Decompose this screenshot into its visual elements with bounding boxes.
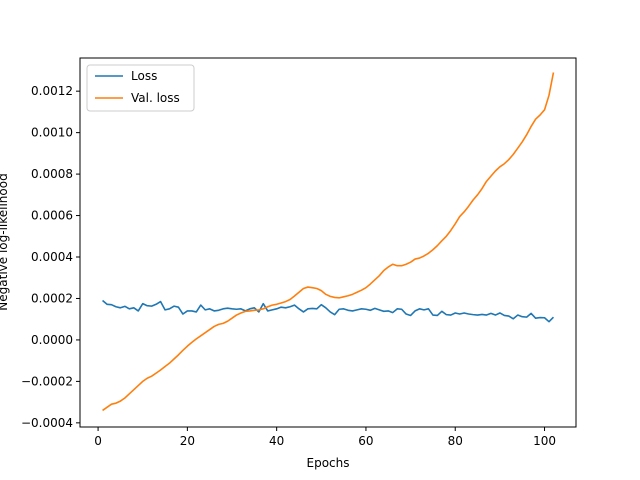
y-tick-label: 0.0006 <box>31 209 73 223</box>
y-tick-label: 0.0002 <box>31 291 73 305</box>
y-axis: −0.0004 −0.0002 0.0000 0.0002 0.0004 0.0006 0.… <box>21 84 80 430</box>
plot-frame <box>79 57 577 428</box>
y-tick-label: 0.0000 <box>31 333 73 347</box>
x-tick-label: 80 <box>448 434 463 448</box>
x-tick-label: 20 <box>180 434 195 448</box>
plot-lines <box>102 72 555 412</box>
y-tick-label: 0.0012 <box>31 84 73 98</box>
series-line-val-loss <box>102 72 555 412</box>
series-line-loss <box>102 299 555 323</box>
x-tick-label: 100 <box>533 434 556 448</box>
y-tick-label: 0.0010 <box>31 126 73 140</box>
y-tick-label: −0.0004 <box>21 416 73 430</box>
x-axis-label: Epochs <box>307 456 350 470</box>
x-tick-label: 40 <box>269 434 284 448</box>
legend-label-val-loss: Val. loss <box>131 91 180 105</box>
legend: Loss Val. loss <box>86 64 195 112</box>
x-axis: 0 20 40 60 80 100 <box>94 427 556 448</box>
legend-label-loss: Loss <box>131 69 157 83</box>
x-tick-label: 0 <box>94 434 102 448</box>
y-axis-label: Negative log-likelihood <box>0 173 10 310</box>
y-tick-label: 0.0004 <box>31 250 73 264</box>
x-tick-label: 60 <box>358 434 373 448</box>
y-tick-label: −0.0002 <box>21 374 73 388</box>
y-tick-label: 0.0008 <box>31 167 73 181</box>
